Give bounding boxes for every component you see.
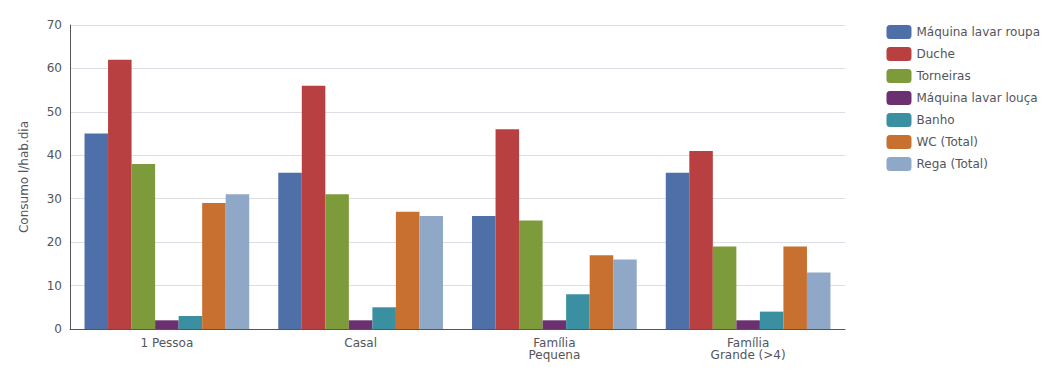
svg-text:50: 50 (47, 105, 62, 119)
svg-text:Família: Família (727, 336, 770, 350)
svg-text:30: 30 (47, 192, 62, 206)
svg-text:Rega (Total): Rega (Total) (916, 157, 987, 171)
svg-text:20: 20 (47, 235, 62, 249)
svg-text:70: 70 (47, 18, 62, 32)
svg-text:Máquina lavar roupa: Máquina lavar roupa (916, 25, 1040, 39)
svg-text:Consumo l/hab.dia: Consumo l/hab.dia (17, 121, 31, 233)
svg-text:Banho: Banho (916, 113, 954, 127)
svg-text:WC (Total): WC (Total) (916, 135, 977, 149)
svg-text:60: 60 (47, 61, 62, 75)
svg-text:0: 0 (54, 322, 62, 336)
svg-text:1 Pessoa: 1 Pessoa (140, 336, 193, 350)
svg-text:Família: Família (533, 336, 576, 350)
svg-text:10: 10 (47, 279, 62, 293)
svg-text:Casal: Casal (344, 336, 377, 350)
svg-text:Duche: Duche (916, 47, 954, 61)
svg-text:Grande (>4): Grande (>4) (711, 348, 786, 362)
svg-text:Torneiras: Torneiras (915, 69, 970, 83)
svg-text:Pequena: Pequena (528, 348, 580, 362)
svg-text:40: 40 (47, 148, 62, 162)
svg-text:Máquina lavar louça: Máquina lavar louça (916, 91, 1037, 105)
